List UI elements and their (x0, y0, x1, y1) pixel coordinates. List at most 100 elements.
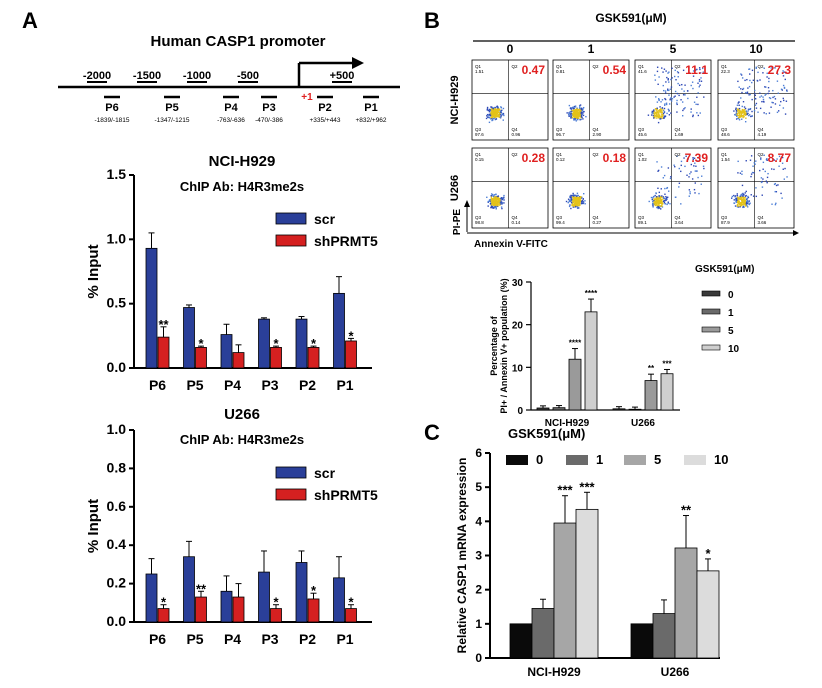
event-dot (688, 195, 690, 197)
event-dot (490, 196, 493, 198)
event-dot (698, 192, 700, 195)
event-dot (497, 108, 499, 111)
event-dot (497, 109, 500, 111)
event-dot (577, 203, 580, 205)
panel-label-b: B (424, 8, 440, 33)
event-dot (652, 203, 655, 205)
event-dot (571, 110, 573, 113)
event-dot (735, 200, 737, 203)
q2-percentage: 11.1 (685, 63, 708, 77)
event-dot (745, 198, 748, 201)
event-dot (580, 109, 583, 112)
event-dot (660, 109, 662, 111)
event-dot (579, 114, 582, 117)
event-dot (579, 106, 581, 108)
event-dot (736, 104, 739, 106)
event-dot (750, 115, 752, 118)
event-dot (658, 197, 660, 200)
q1-label: Q1 (556, 152, 563, 157)
y-tick-label: 1 (475, 617, 482, 631)
event-dot (577, 109, 579, 112)
event-dot (653, 203, 656, 206)
region-name: P3 (262, 102, 275, 114)
q4-value: 4.19 (757, 132, 766, 137)
event-dot (660, 112, 662, 114)
event-dot (497, 110, 499, 112)
event-dot (668, 89, 670, 92)
event-dot (566, 112, 568, 114)
q4-label: Q4 (674, 127, 681, 132)
event-dot (495, 200, 497, 202)
event-dot (682, 109, 684, 112)
event-dot (738, 119, 741, 121)
event-dot (675, 79, 677, 81)
q2-label: Q2 (592, 64, 599, 69)
event-dot (755, 102, 758, 105)
event-dot (666, 89, 669, 92)
bar (307, 598, 320, 623)
event-dot (770, 67, 772, 69)
event-dot (744, 111, 746, 114)
event-dot (503, 196, 505, 199)
event-dot (692, 114, 694, 116)
event-dot (657, 187, 659, 189)
event-dot (738, 197, 740, 199)
event-dot (692, 115, 694, 118)
event-dot (746, 91, 749, 93)
flow-plot-frame (634, 59, 712, 141)
event-dot (736, 201, 738, 203)
event-dot (501, 207, 503, 210)
event-dot (488, 111, 491, 113)
event-dot (657, 121, 660, 124)
event-dot (575, 195, 578, 197)
event-dot (498, 197, 501, 200)
event-dot (730, 197, 733, 199)
event-dot (578, 115, 580, 117)
bar (509, 623, 533, 659)
q1-value: 1.02 (638, 157, 647, 162)
event-dot (578, 204, 580, 207)
q4-label: Q4 (592, 127, 599, 132)
q2-label: Q2 (674, 64, 681, 69)
event-dot (568, 200, 570, 203)
event-dot (663, 111, 666, 113)
event-dot (699, 112, 701, 114)
event-dot (493, 116, 496, 118)
event-dot (741, 77, 744, 79)
event-dot (665, 195, 667, 198)
event-dot (576, 198, 579, 200)
bar (630, 623, 654, 659)
event-dot (573, 199, 575, 202)
promoter-title: Human CASP1 promoter (150, 33, 325, 50)
x-tick-label: P5 (186, 377, 203, 393)
event-dot (741, 108, 744, 111)
event-dot (776, 80, 779, 82)
event-dot (743, 106, 746, 108)
event-dot (492, 207, 494, 209)
event-dot (763, 101, 765, 103)
event-dot (568, 104, 571, 107)
x-tick-label: P6 (149, 377, 166, 393)
event-dot (782, 75, 785, 77)
event-dot (737, 201, 739, 204)
bar (295, 318, 308, 369)
event-dot (490, 204, 493, 206)
event-dot (485, 117, 488, 120)
event-dot (581, 200, 583, 203)
event-dot (676, 155, 678, 157)
event-dot (745, 91, 747, 94)
event-dot (576, 108, 578, 110)
event-dot (739, 196, 741, 199)
event-dot (748, 200, 751, 202)
event-dot (755, 67, 757, 69)
pi-axis-arrow-icon (464, 200, 470, 207)
event-dot (576, 199, 579, 202)
event-dot (744, 110, 746, 113)
event-dot (698, 78, 701, 81)
event-dot (499, 113, 501, 116)
event-dot (576, 114, 578, 116)
event-dot (783, 71, 785, 73)
event-dot (654, 79, 657, 81)
